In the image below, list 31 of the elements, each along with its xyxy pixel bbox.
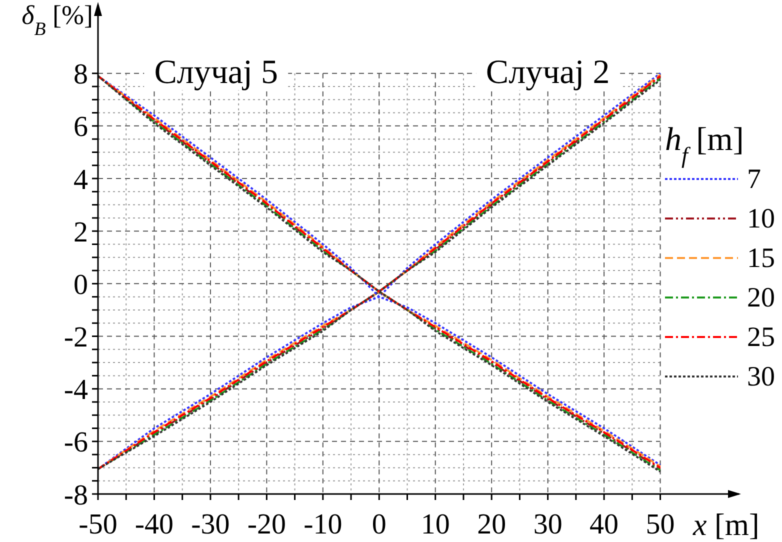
y-tick-label: 2 <box>74 216 88 248</box>
x-tick-label: 0 <box>372 508 386 541</box>
legend-title: h$_{f}$ [m] <box>665 122 744 168</box>
legend-label: 30 <box>747 361 775 392</box>
legend-label: 7 <box>747 164 761 194</box>
legend-label: 20 <box>747 282 775 313</box>
y-tick-label: 4 <box>74 164 88 196</box>
x-tick-label: 50 <box>646 508 675 541</box>
y-axis-title: δ$_{B}$ [%] <box>22 0 93 40</box>
x-tick-label: 20 <box>477 508 506 541</box>
legend-label: 10 <box>747 203 775 234</box>
y-tick-label: -8 <box>64 479 88 512</box>
y-tick-label: 6 <box>74 111 88 144</box>
x-axis-title: x [m] <box>692 507 760 542</box>
x-tick-label: -40 <box>134 508 174 541</box>
y-tick-label: 0 <box>74 268 88 301</box>
x-tick-label: -50 <box>78 508 118 541</box>
x-tick-label: 30 <box>533 508 562 541</box>
y-tick-label: -2 <box>64 322 88 354</box>
x-tick-label: 10 <box>420 508 450 541</box>
y-tick-label: 8 <box>74 58 88 91</box>
annotation: Случај 2 <box>476 54 620 92</box>
annotation: Случај 5 <box>144 54 288 92</box>
x-tick-label: -30 <box>191 508 230 541</box>
legend-label: 25 <box>747 322 775 352</box>
x-tick-label: -20 <box>247 508 286 541</box>
x-tick-label: -10 <box>304 508 342 541</box>
legend-label: 15 <box>747 242 775 274</box>
y-tick-label: -6 <box>64 426 88 459</box>
x-tick-label: 40 <box>590 508 619 541</box>
y-tick-label: -4 <box>64 374 88 406</box>
